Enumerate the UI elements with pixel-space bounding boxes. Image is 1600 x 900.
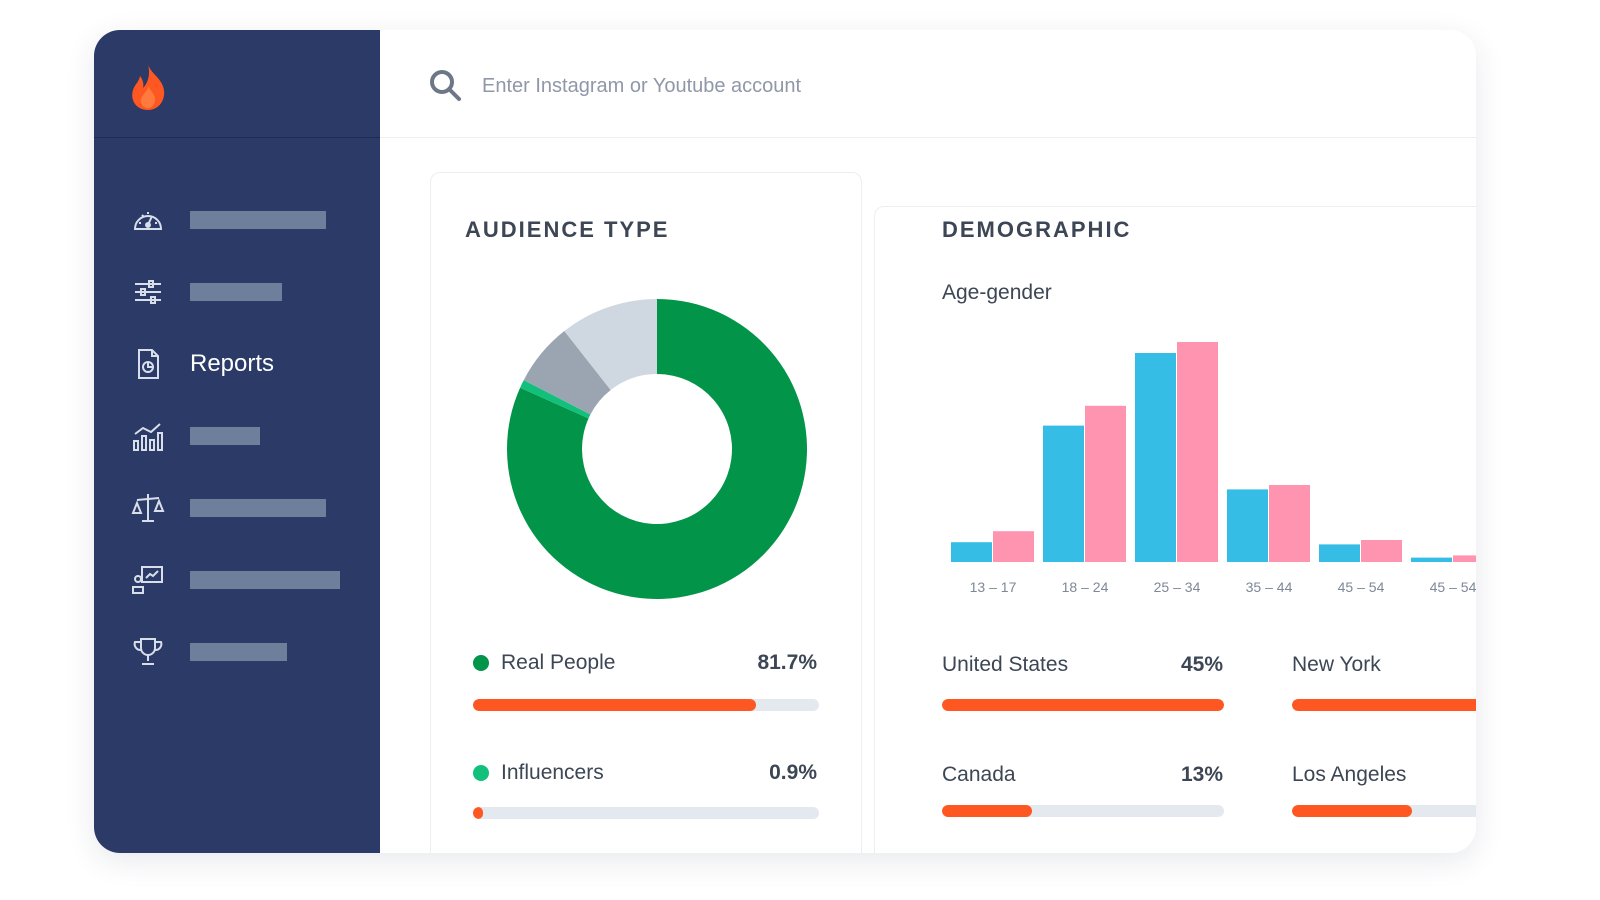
country-value: 45% xyxy=(1180,653,1223,676)
bar-5-1 xyxy=(1453,555,1476,562)
city-label: Los Angeles xyxy=(1292,763,1407,786)
x-tick-label: 25 – 34 xyxy=(1153,579,1201,595)
country-label: United States xyxy=(942,653,1069,676)
sidebar-item-compare[interactable] xyxy=(130,488,326,528)
sidebar-item-label-placeholder xyxy=(190,211,326,229)
country-progress xyxy=(942,805,1224,817)
bar-4-1 xyxy=(1361,540,1402,562)
legend-label: Real People xyxy=(501,651,616,674)
sliders-icon xyxy=(130,274,166,310)
legend-label: Influencers xyxy=(501,761,604,784)
sidebar-item-label-placeholder xyxy=(190,571,340,589)
sidebar-item-rankings[interactable] xyxy=(130,632,287,672)
sidebar-item-dashboard[interactable] xyxy=(130,200,326,240)
audience-donut-chart xyxy=(507,299,808,599)
age-gender-bar-chart xyxy=(951,342,1476,562)
legend-real-people: Real People xyxy=(473,651,615,675)
main-content: AUDIENCE TYPE Real People 81.7% Influenc… xyxy=(380,30,1476,853)
report-icon xyxy=(130,346,166,382)
x-tick-label: 45 – 54 xyxy=(1337,579,1385,595)
chart-subtitle: Age-gender xyxy=(942,281,1052,304)
country-united-states: United States xyxy=(942,653,1068,677)
bar-2-0 xyxy=(1135,353,1176,562)
progress-fill xyxy=(942,805,1033,817)
bar-3-1 xyxy=(1269,485,1310,562)
bar-0-1 xyxy=(993,531,1034,562)
donut-slice-0 xyxy=(507,299,808,599)
x-tick-label: 45 – 54 xyxy=(1429,579,1476,595)
scale-icon xyxy=(130,490,166,526)
search-bar xyxy=(380,30,1476,138)
flame-logo-icon[interactable] xyxy=(128,62,168,112)
sidebar: Reports xyxy=(94,30,380,853)
country-progress xyxy=(942,699,1224,711)
progress-fill xyxy=(942,699,1224,711)
legend-dot xyxy=(473,765,489,781)
legend-influencers: Influencers xyxy=(473,761,604,785)
progress-fill xyxy=(473,699,756,711)
demographic-card: DEMOGRAPHIC Age-gender 13 – 17 18 – 24 25 … xyxy=(874,206,1476,853)
search-input[interactable] xyxy=(482,66,1082,106)
sidebar-item-label: Reports xyxy=(190,350,275,377)
city-progress xyxy=(1292,805,1476,817)
logo-row xyxy=(94,30,380,138)
bar-2-1 xyxy=(1177,342,1218,562)
bar-0-0 xyxy=(951,542,992,562)
x-tick-label: 13 – 17 xyxy=(969,579,1017,595)
real-people-value: 81.7% xyxy=(757,651,817,674)
sidebar-item-label-placeholder xyxy=(190,499,326,517)
app-window: Reports xyxy=(94,30,1476,853)
gauge-icon xyxy=(130,202,166,238)
card-title: AUDIENCE TYPE xyxy=(465,217,670,242)
sidebar-item-analytics[interactable] xyxy=(130,416,260,456)
progress-fill xyxy=(1292,699,1476,711)
sidebar-item-label-placeholder xyxy=(190,643,287,661)
sidebar-item-presentations[interactable] xyxy=(130,560,340,600)
bar-1-0 xyxy=(1043,425,1084,562)
chart-icon xyxy=(130,418,166,454)
donut-slice-3 xyxy=(564,299,657,391)
influencers-value: 0.9% xyxy=(769,761,817,784)
sidebar-item-label-placeholder xyxy=(190,283,282,301)
card-title: DEMOGRAPHIC xyxy=(942,217,1132,242)
legend-dot xyxy=(473,655,489,671)
country-value: 13% xyxy=(1180,763,1223,786)
city-label: New York xyxy=(1292,653,1381,676)
real-people-progress xyxy=(473,699,819,711)
sidebar-item-label-placeholder xyxy=(190,427,260,445)
presentation-icon xyxy=(130,562,166,598)
bar-4-0 xyxy=(1319,544,1360,562)
x-tick-label: 35 – 44 xyxy=(1245,579,1293,595)
city-los-angeles: Los Angeles xyxy=(1292,763,1406,787)
city-new-york: New York xyxy=(1292,653,1381,677)
sidebar-item-reports[interactable]: Reports xyxy=(130,344,274,384)
x-tick-label: 18 – 24 xyxy=(1061,579,1109,595)
progress-fill xyxy=(473,807,484,819)
progress-fill xyxy=(1292,805,1412,817)
city-progress xyxy=(1292,699,1476,711)
trophy-icon xyxy=(130,634,166,670)
donut-slice-2 xyxy=(523,331,611,415)
bar-1-1 xyxy=(1085,405,1126,562)
donut-slice-1 xyxy=(520,380,591,419)
country-label: Canada xyxy=(942,763,1016,786)
search-icon[interactable] xyxy=(428,68,462,102)
influencers-progress xyxy=(473,807,819,819)
bar-5-0 xyxy=(1411,557,1452,562)
sidebar-item-filters[interactable] xyxy=(130,272,282,312)
country-canada: Canada xyxy=(942,763,1016,787)
bar-3-0 xyxy=(1227,489,1268,562)
audience-type-card: AUDIENCE TYPE Real People 81.7% Influenc… xyxy=(430,172,862,853)
